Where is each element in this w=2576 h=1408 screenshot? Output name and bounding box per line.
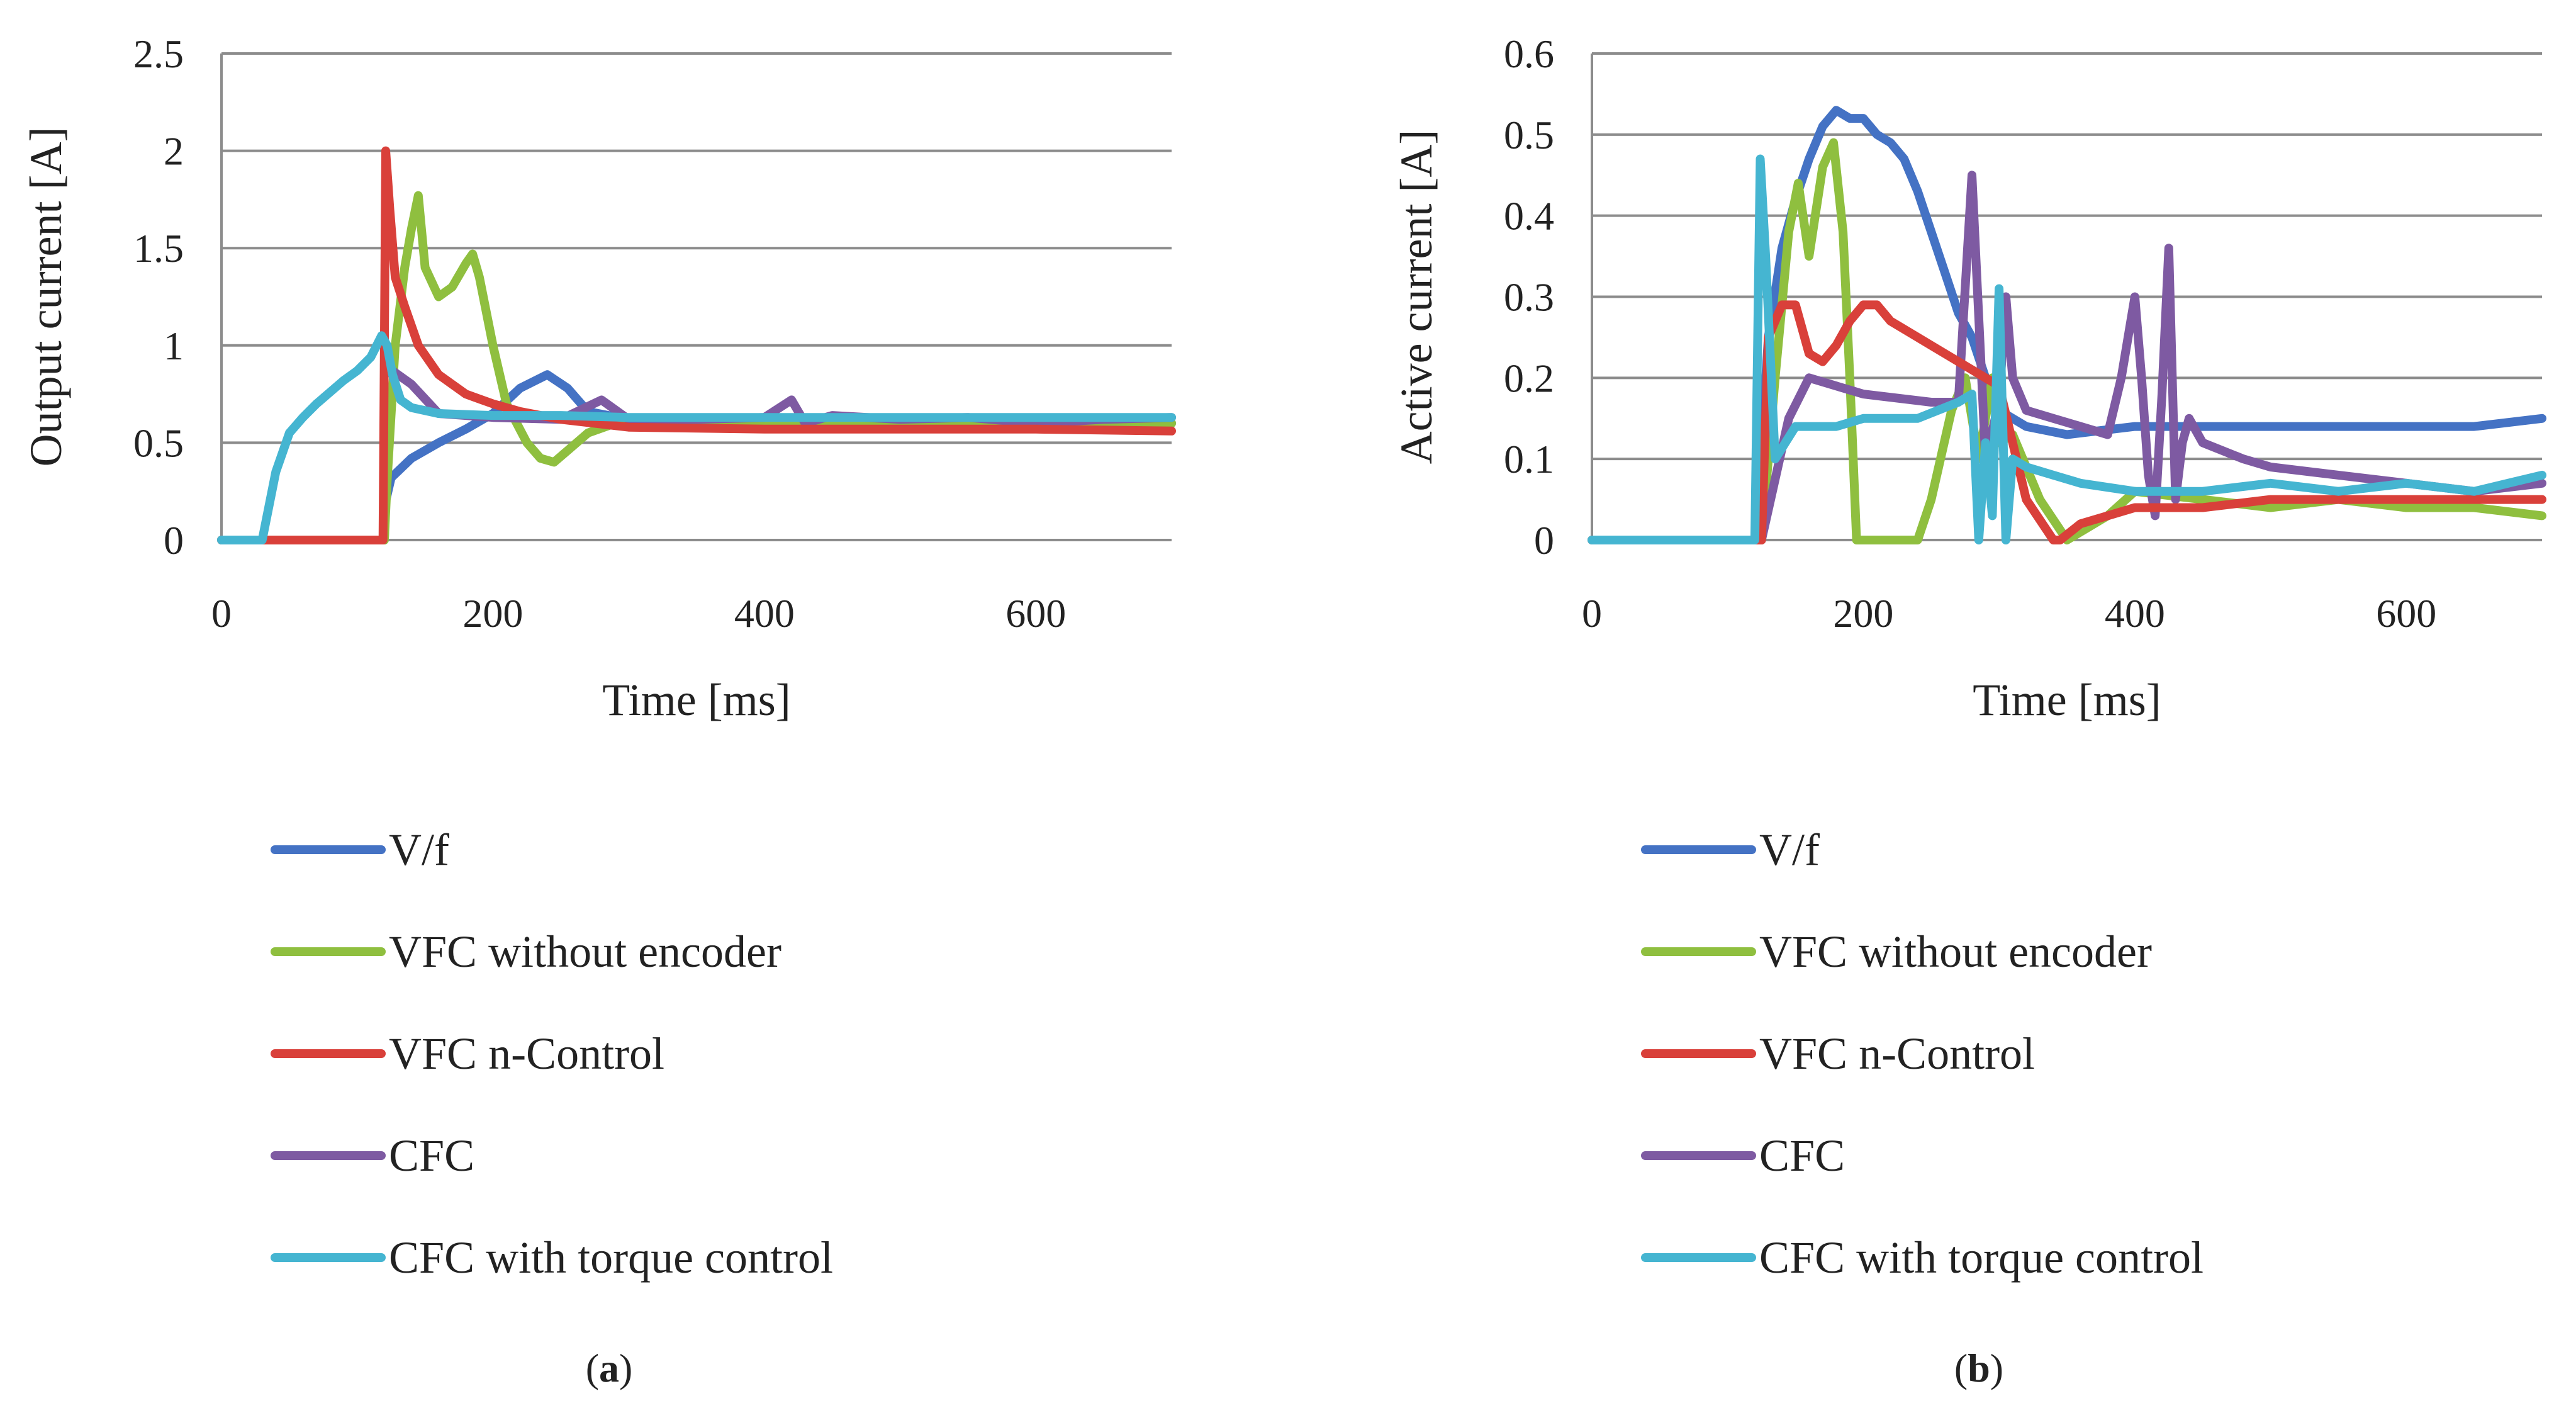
chart-a: 0 0.5 1 1.5 2 2.5 0 200 400 600 Time [ms] Output cu… bbox=[21, 31, 1176, 725]
legend-label-a-3: CFC bbox=[389, 1130, 474, 1181]
caption-a: (a) bbox=[586, 1346, 633, 1390]
y-tick-label-a-1: 0.5 bbox=[133, 420, 184, 465]
caption-a-letter: a bbox=[599, 1346, 619, 1390]
x-tick-label-a-0: 0 bbox=[211, 591, 232, 636]
series-line-b-2 bbox=[1588, 300, 2546, 544]
x-tick-label-b-3: 600 bbox=[2376, 591, 2436, 636]
y-tick-label-a-5: 2.5 bbox=[133, 31, 184, 76]
x-tick-label-b-0: 0 bbox=[1582, 591, 1602, 636]
y-tick-label-b-2: 0.2 bbox=[1504, 356, 1554, 400]
y-axis-title-a: Output current [A] bbox=[21, 127, 71, 467]
caption-b: (b) bbox=[1954, 1346, 2003, 1390]
y-tick-label-b-5: 0.5 bbox=[1504, 113, 1554, 157]
x-axis-title-b: Time [ms] bbox=[1973, 675, 2161, 725]
y-tick-label-a-2: 1 bbox=[164, 324, 184, 368]
y-tick-label-b-6: 0.6 bbox=[1504, 31, 1554, 76]
x-tick-label-b-2: 400 bbox=[2105, 591, 2165, 636]
legend-label-a-1: VFC without encoder bbox=[389, 926, 781, 977]
x-tick-label-a-2: 400 bbox=[734, 591, 795, 636]
y-tick-label-a-3: 1.5 bbox=[133, 226, 184, 271]
caption-a-close: ) bbox=[619, 1346, 632, 1390]
caption-b-open: ( bbox=[1954, 1346, 1968, 1390]
legend-label-b-3: CFC bbox=[1759, 1130, 1845, 1181]
series-line-b-4 bbox=[1588, 154, 2546, 544]
x-tick-label-a-1: 200 bbox=[462, 591, 523, 636]
series-line-a-4 bbox=[217, 331, 1176, 544]
y-tick-label-a-4: 2 bbox=[164, 129, 184, 174]
y-tick-label-a-0: 0 bbox=[164, 518, 184, 563]
x-tick-label-b-1: 200 bbox=[1833, 591, 1893, 636]
legend-label-a-0: V/f bbox=[389, 825, 449, 875]
caption-b-letter: b bbox=[1968, 1346, 1990, 1390]
series-line-a-0 bbox=[217, 370, 1176, 544]
x-tick-label-a-3: 600 bbox=[1005, 591, 1066, 636]
legend-label-a-2: VFC n-Control bbox=[389, 1028, 664, 1079]
chart-b: 0 0.1 0.2 0.3 0.4 0.5 0.6 0 200 400 600 Time [ms] Ac… bbox=[1391, 31, 2546, 725]
legend-b: V/f VFC without encoder VFC n-Control CFC CF… bbox=[1641, 825, 2204, 1283]
legend-a: V/f VFC without encoder VFC n-Control CFC CF… bbox=[271, 825, 833, 1283]
caption-b-close: ) bbox=[1990, 1346, 2003, 1390]
caption-a-open: ( bbox=[586, 1346, 599, 1390]
legend-label-b-2: VFC n-Control bbox=[1759, 1028, 2035, 1079]
legend-label-b-4: CFC with torque control bbox=[1759, 1232, 2204, 1283]
y-tick-label-b-1: 0.1 bbox=[1504, 437, 1554, 482]
y-tick-label-b-4: 0.4 bbox=[1504, 194, 1554, 239]
y-tick-label-b-0: 0 bbox=[1534, 518, 1554, 563]
legend-label-b-0: V/f bbox=[1759, 825, 1820, 875]
y-tick-label-b-3: 0.3 bbox=[1504, 275, 1554, 320]
y-axis-title-b: Active current [A] bbox=[1391, 130, 1442, 465]
legend-label-b-1: VFC without encoder bbox=[1759, 926, 2152, 977]
x-axis-title-a: Time [ms] bbox=[602, 675, 790, 725]
legend-label-a-4: CFC with torque control bbox=[389, 1232, 833, 1283]
